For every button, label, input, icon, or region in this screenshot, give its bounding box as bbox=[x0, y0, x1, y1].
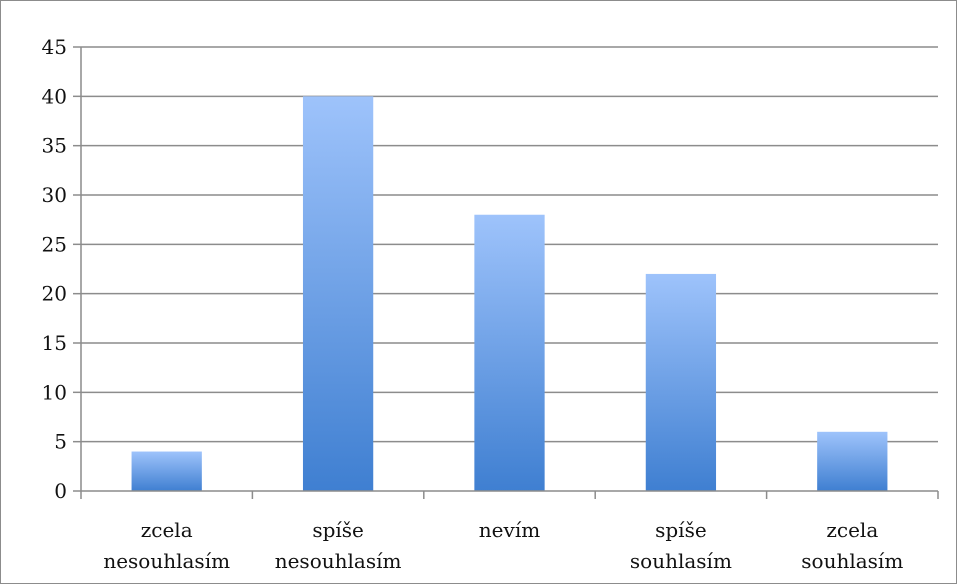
x-category-label: nevím bbox=[479, 518, 540, 542]
x-category-label-line: nesouhlasím bbox=[275, 549, 402, 573]
x-category-label-line: nevím bbox=[479, 518, 540, 542]
y-tick-label: 35 bbox=[42, 134, 67, 158]
x-category-label-line: zcela bbox=[826, 518, 878, 542]
bars bbox=[131, 96, 888, 491]
axes bbox=[73, 46, 939, 499]
x-category-label: spíše nesouhlasím bbox=[275, 518, 402, 573]
labels: 0 5 10 15 20 25 30 35 40 45 zcela nesouhlasím spíše n… bbox=[42, 35, 904, 573]
y-tick-label: 45 bbox=[42, 35, 67, 59]
y-tick-label: 15 bbox=[42, 331, 67, 355]
x-category-label: zcela nesouhlasím bbox=[103, 518, 230, 573]
x-category-label-line: spíše bbox=[312, 518, 364, 542]
bar bbox=[302, 96, 374, 491]
y-tick-label: 20 bbox=[42, 282, 67, 306]
x-category-label-line: spíše bbox=[655, 518, 707, 542]
bar bbox=[474, 214, 545, 491]
x-category-label-line: zcela bbox=[141, 518, 193, 542]
y-tick-label: 10 bbox=[42, 380, 67, 404]
y-tick-label: 5 bbox=[54, 430, 67, 454]
x-category-label: zcela souhlasím bbox=[801, 518, 903, 573]
y-tick-label: 0 bbox=[54, 479, 67, 503]
bar bbox=[645, 273, 717, 491]
x-category-label-line: nesouhlasím bbox=[103, 549, 230, 573]
y-tick-label: 30 bbox=[42, 183, 67, 207]
x-category-label-line: souhlasím bbox=[801, 549, 903, 573]
x-category-label-line: souhlasím bbox=[630, 549, 732, 573]
bar bbox=[817, 431, 888, 491]
y-tick-label: 25 bbox=[42, 232, 67, 256]
bar bbox=[131, 451, 202, 491]
y-tick-label: 40 bbox=[42, 84, 67, 108]
x-category-label: spíše souhlasím bbox=[630, 518, 732, 573]
